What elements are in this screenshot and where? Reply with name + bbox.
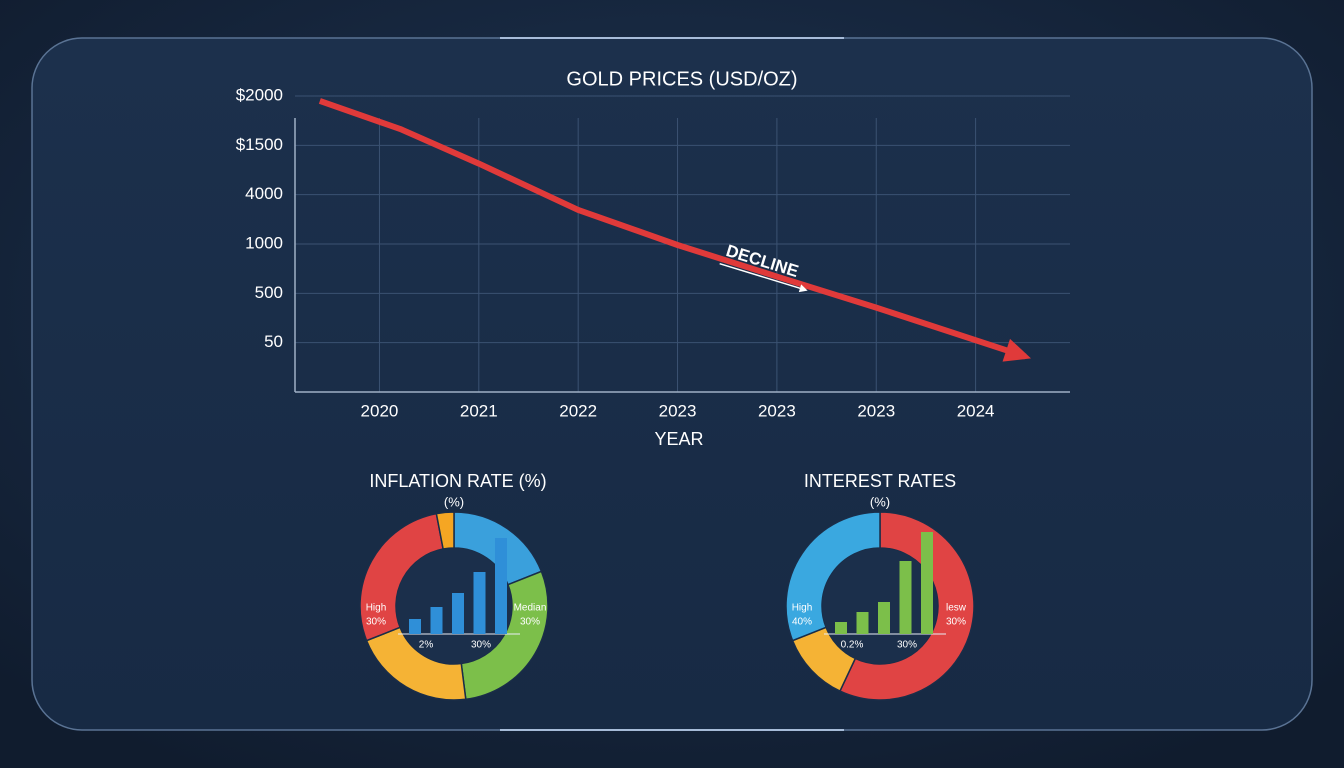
x-tick-label: 2021	[460, 401, 498, 420]
inset-label: 2%	[419, 640, 434, 651]
donut-title: INFLATION RATE (%)	[369, 471, 546, 491]
segment-label: Median	[514, 603, 547, 614]
y-tick-label: 500	[255, 283, 283, 302]
inset-bar	[921, 532, 933, 634]
segment-label: lesw	[946, 603, 967, 614]
segment-label: 40%	[792, 617, 812, 628]
donut-title: INTEREST RATES	[804, 471, 956, 491]
panel	[31, 37, 1313, 731]
x-tick-label: 2023	[758, 401, 796, 420]
inset-bar	[430, 607, 443, 634]
inset-bar	[495, 538, 507, 634]
y-tick-label: $1500	[236, 135, 283, 154]
y-tick-label: 1000	[245, 233, 283, 252]
segment-label: 30%	[366, 617, 386, 628]
donut-subtitle: (%)	[870, 494, 890, 509]
arrowhead	[1002, 338, 1031, 362]
y-tick-label: $2000	[236, 85, 283, 104]
inset-bar	[835, 622, 847, 634]
x-tick-label: 2024	[957, 401, 995, 420]
donut-subtitle: (%)	[444, 494, 464, 509]
x-tick-label: 2022	[559, 401, 597, 420]
segment-label: 30%	[520, 617, 540, 628]
y-tick-label: 4000	[245, 184, 283, 203]
inset-label: 0.2%	[841, 640, 864, 651]
segment-label: 30%	[946, 617, 966, 628]
inset-bar	[878, 602, 890, 634]
y-tick-label: 50	[264, 332, 283, 351]
x-axis-label: YEAR	[654, 429, 703, 449]
x-tick-label: 2023	[659, 401, 697, 420]
inset-bar	[452, 593, 464, 634]
segment-label: High	[366, 603, 387, 614]
inset-bar	[409, 619, 421, 634]
inset-label: 30%	[897, 640, 917, 651]
segment-label: High	[792, 603, 813, 614]
inset-bar	[856, 612, 869, 634]
annotation-arrowhead	[798, 284, 808, 293]
x-tick-label: 2020	[361, 401, 399, 420]
inset-bar	[899, 561, 912, 634]
chart-title: GOLD PRICES (USD/OZ)	[566, 68, 797, 90]
inset-bar	[473, 572, 486, 634]
price-line	[318, 98, 1027, 360]
annotation-arrow	[719, 262, 805, 291]
x-tick-label: 2023	[857, 401, 895, 420]
inset-label: 30%	[471, 640, 491, 651]
